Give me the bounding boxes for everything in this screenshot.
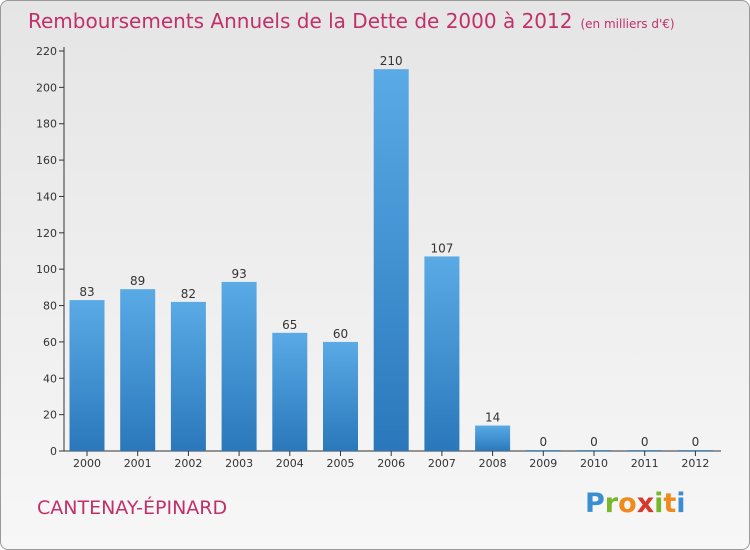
bar-value-label: 82 [181, 287, 196, 301]
y-tick-label: 100 [36, 263, 57, 276]
bar [69, 300, 105, 451]
x-tick-label: 2002 [174, 457, 202, 470]
y-tick-label: 80 [43, 300, 57, 313]
bar [627, 450, 663, 451]
chart-title: Remboursements Annuels de la Dette de 20… [28, 9, 675, 33]
bar [475, 425, 511, 451]
bar [677, 450, 713, 451]
x-tick-label: 2000 [73, 457, 101, 470]
bar-value-label: 0 [590, 435, 598, 449]
bar [120, 289, 156, 451]
x-tick-label: 2005 [327, 457, 355, 470]
x-tick-label: 2006 [377, 457, 405, 470]
logo-letter: i [654, 488, 664, 519]
title-text: Remboursements Annuels de la Dette de 20… [28, 9, 573, 33]
bar [323, 341, 358, 451]
bar-value-label: 60 [333, 327, 348, 341]
bar [525, 450, 561, 451]
x-tick-label: 2004 [276, 457, 304, 470]
y-tick-label: 40 [43, 372, 57, 385]
y-tick-label: 160 [36, 154, 57, 167]
commune-name: CANTENAY-ÉPINARD [37, 497, 228, 519]
unit-text: (en milliers d'€) [580, 17, 675, 31]
x-tick-label: 2001 [124, 457, 152, 470]
bar [170, 301, 206, 451]
y-tick-label: 220 [36, 45, 57, 58]
x-tick-label: 2007 [428, 457, 456, 470]
y-tick-label: 120 [36, 227, 57, 240]
x-tick-label: 2011 [631, 457, 659, 470]
bar-value-label: 65 [282, 318, 297, 332]
bar-value-label: 83 [79, 285, 94, 299]
x-tick-label: 2009 [529, 457, 557, 470]
bar-value-label: 0 [641, 435, 649, 449]
bar-value-label: 0 [539, 435, 547, 449]
bars: 83 89 82 93 65 60 210 107 14 0 0 0 0 [69, 54, 713, 451]
y-tick-label: 180 [36, 118, 57, 131]
bar-value-label: 14 [485, 411, 500, 425]
x-tick-label: 2012 [681, 457, 709, 470]
bar [221, 281, 257, 451]
logo-letter: t [663, 488, 677, 519]
bar-value-label: 0 [692, 435, 700, 449]
bar-value-label: 93 [231, 267, 246, 281]
y-tick-label: 20 [43, 409, 57, 422]
logo-letter: i [676, 488, 686, 519]
bar [576, 450, 612, 451]
logo-letter: x [636, 488, 655, 519]
y-tick-label: 60 [43, 336, 57, 349]
x-tick-label: 2003 [225, 457, 253, 470]
y-tick-label: 140 [36, 190, 57, 203]
x-tick-label: 2010 [580, 457, 608, 470]
logo-letter: r [604, 488, 619, 519]
bar [424, 256, 460, 451]
y-tick-label: 200 [36, 81, 57, 94]
y-axis: 0 20 40 60 80 100 120 140 160 180 200 220 [36, 45, 65, 458]
x-tick-label: 2008 [479, 457, 507, 470]
y-tick-label: 0 [50, 445, 57, 458]
proxiti-logo: Proxiti [585, 488, 686, 519]
logo-letter: P [585, 488, 605, 519]
bar-value-label: 107 [430, 241, 453, 255]
bar [272, 332, 308, 451]
x-axis: 2000 2001 2002 2003 2004 2005 2006 2007 2008 2009… [64, 450, 721, 470]
bar-value-label: 210 [380, 54, 403, 68]
logo-letter: o [618, 488, 637, 519]
bar [373, 69, 409, 451]
bar-value-label: 89 [130, 274, 145, 288]
